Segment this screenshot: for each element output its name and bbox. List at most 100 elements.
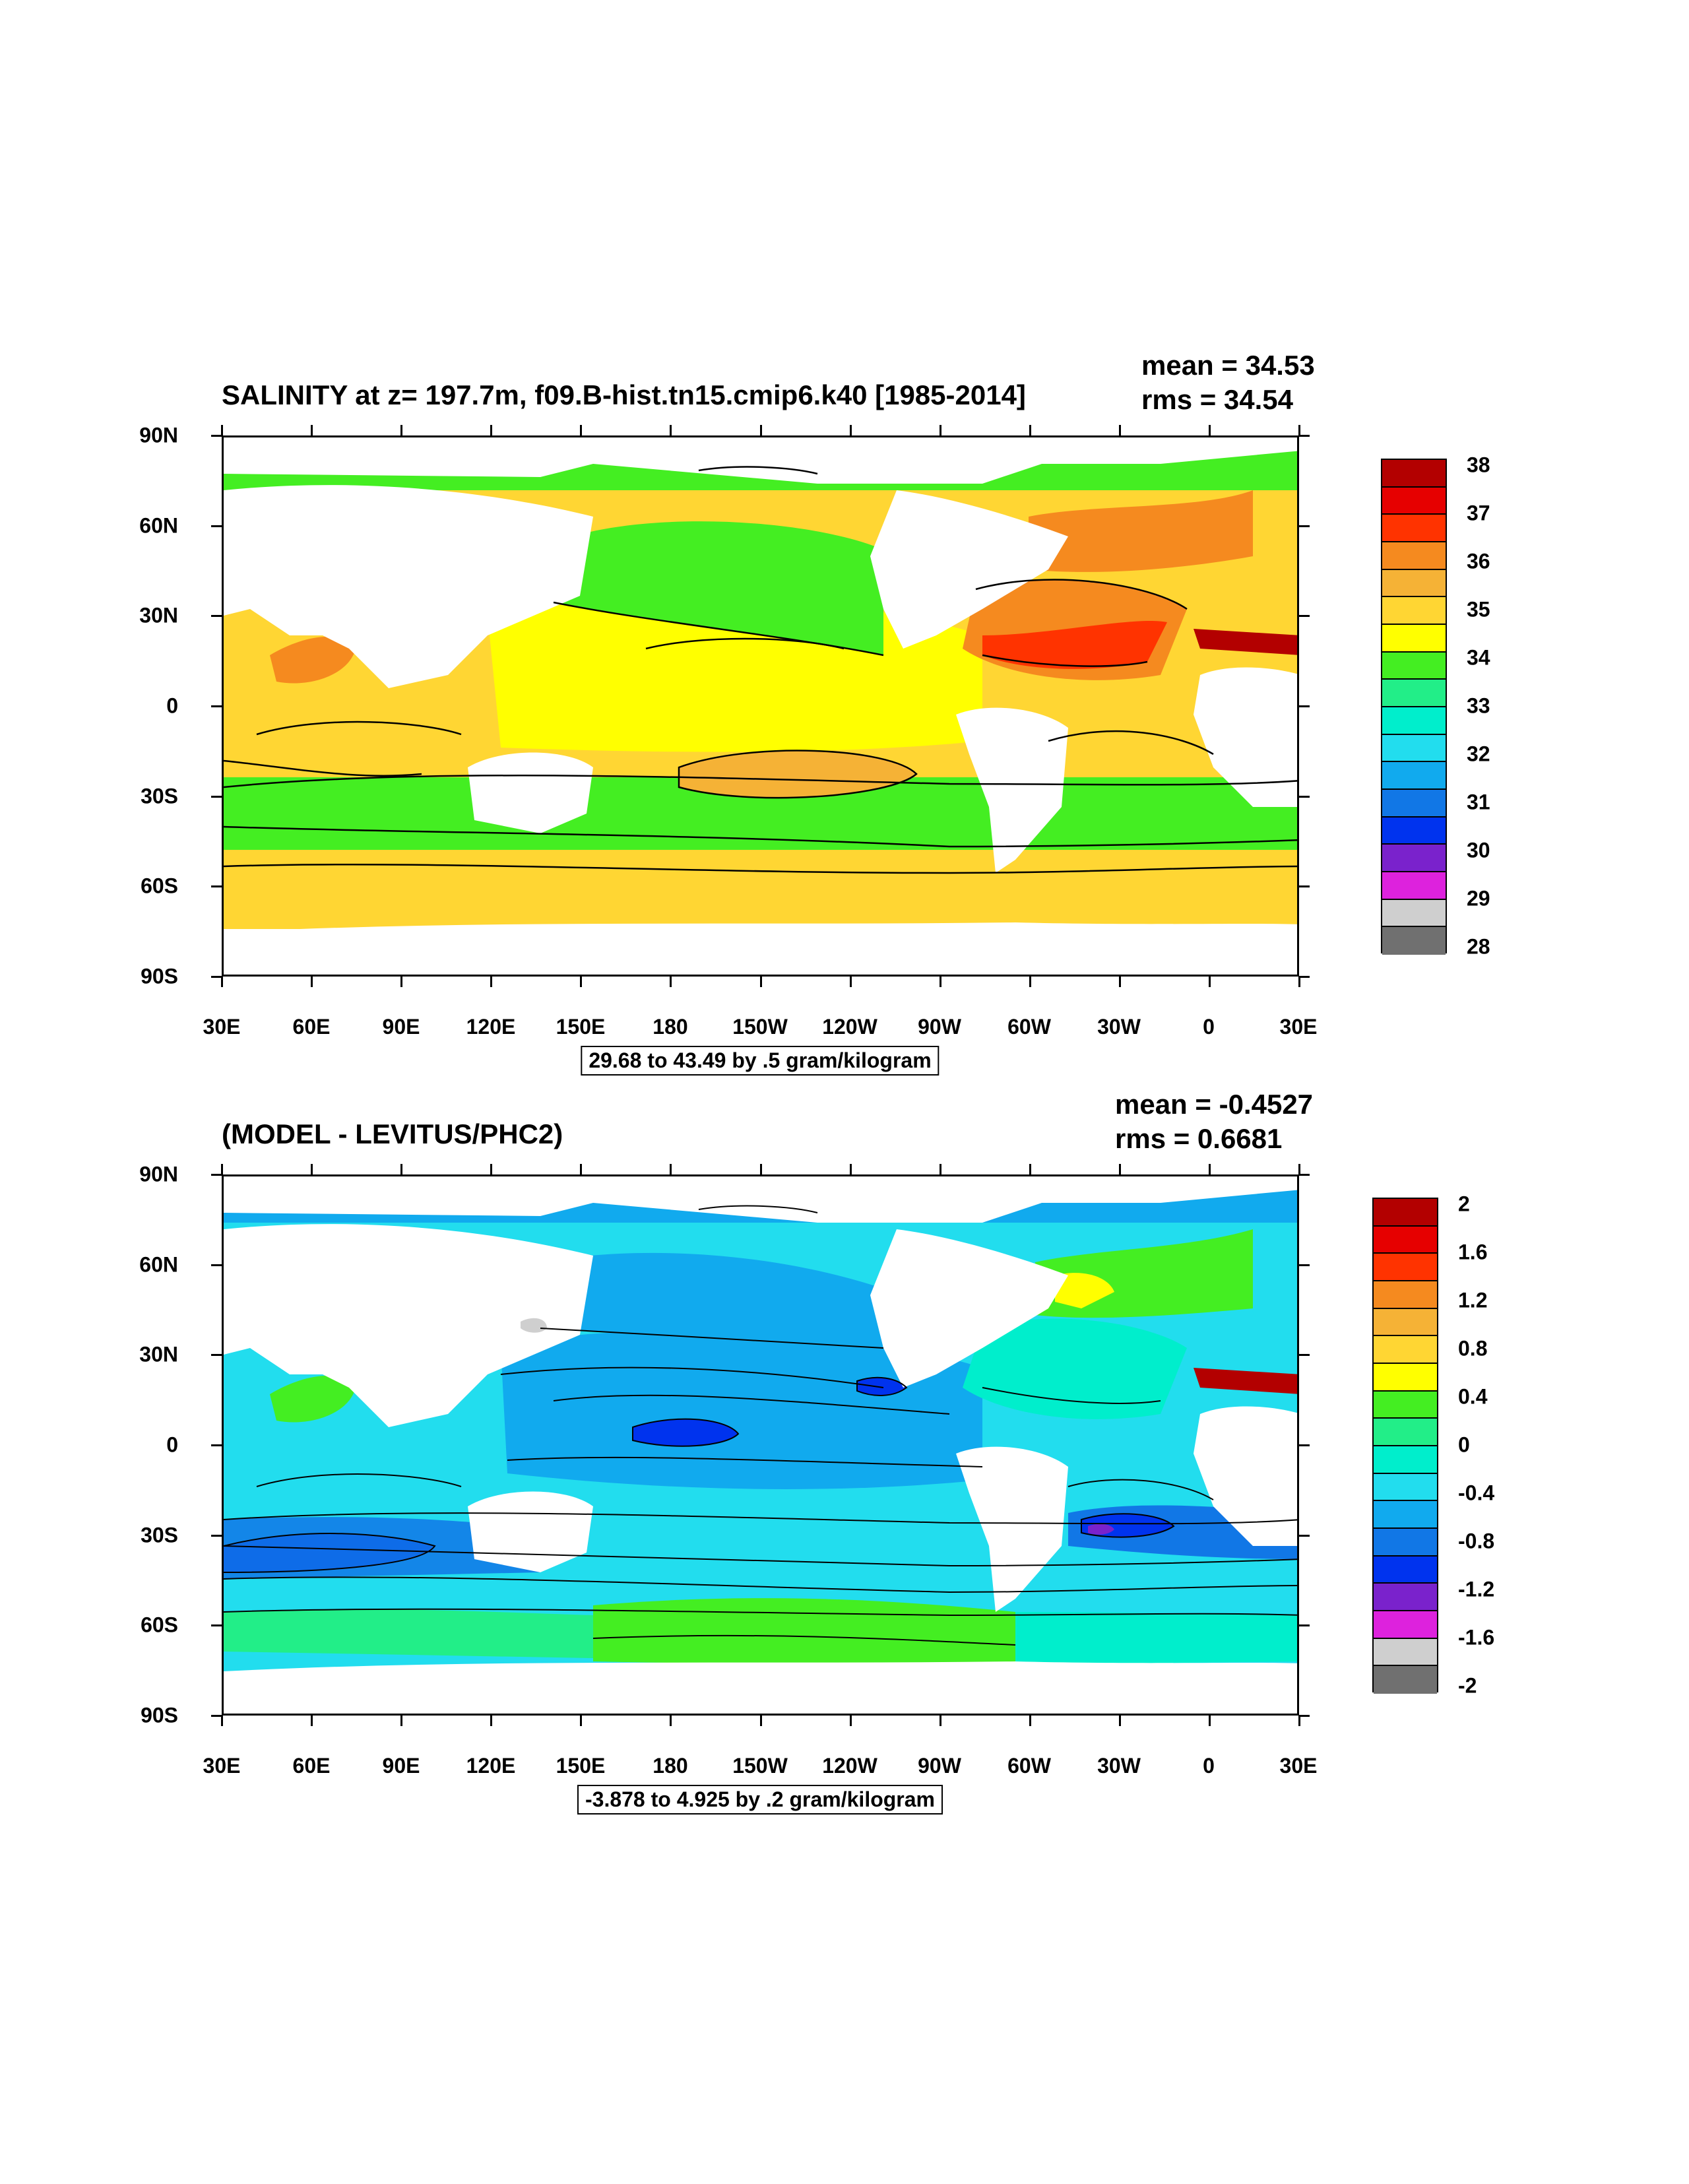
colorbar-swatch	[1374, 1363, 1437, 1392]
colorbar-swatch	[1374, 1584, 1437, 1611]
axis-tick	[311, 1164, 313, 1174]
lat-label-0: 0	[166, 693, 178, 718]
colorbar-label: 0.8	[1458, 1336, 1488, 1361]
axis-tick	[849, 1164, 852, 1174]
axis-tick	[1299, 525, 1310, 527]
colorbar-swatch	[1374, 1308, 1437, 1337]
axis-tick	[221, 977, 223, 987]
difference-panel: (MODEL - LEVITUS/PHC2) mean = -0.4527 rm…	[0, 1082, 1689, 1821]
lon-label: 150W	[732, 1754, 788, 1778]
lon-label: 120E	[466, 1015, 516, 1039]
lat-label-30s: 30S	[141, 784, 178, 808]
axis-tick	[221, 425, 223, 435]
panel-title: (MODEL - LEVITUS/PHC2)	[222, 1118, 563, 1149]
difference-map	[222, 1174, 1299, 1716]
axis-tick	[1118, 977, 1121, 987]
axis-tick	[580, 977, 583, 987]
colorbar-label: 30	[1467, 838, 1490, 862]
colorbar-swatch	[1374, 1199, 1437, 1227]
axis-tick	[1208, 1716, 1211, 1726]
colorbar-swatch	[1374, 1254, 1437, 1281]
axis-tick	[211, 1444, 222, 1446]
colorbar-swatch	[1374, 1226, 1437, 1254]
axis-tick	[1299, 885, 1310, 888]
axis-tick	[1299, 1354, 1310, 1357]
axis-tick	[1299, 1174, 1310, 1176]
lon-label: 30E	[1279, 1754, 1318, 1778]
axis-tick	[211, 1264, 222, 1266]
lon-label: 90E	[382, 1754, 420, 1778]
axis-tick	[939, 425, 941, 435]
lon-label: 30W	[1097, 1015, 1141, 1039]
axis-tick	[1029, 1716, 1031, 1726]
lon-label: 90W	[918, 1015, 961, 1039]
axis-tick	[211, 795, 222, 798]
colorbar-label: 34	[1467, 645, 1490, 670]
colorbar-swatch	[1374, 1391, 1437, 1419]
lon-label: 60E	[292, 1015, 331, 1039]
axis-tick	[1029, 1164, 1031, 1174]
lon-label: 60W	[1007, 1754, 1051, 1778]
lon-label: 30E	[1279, 1015, 1318, 1039]
axis-tick	[1299, 795, 1310, 798]
axis-tick	[490, 977, 493, 987]
lon-label: 30E	[203, 1015, 241, 1039]
axis-tick	[211, 1354, 222, 1357]
axis-tick	[1118, 1164, 1121, 1174]
colorbar-label: 0.4	[1458, 1384, 1488, 1409]
axis-tick	[311, 1716, 313, 1726]
colorbar-label: 1.6	[1458, 1240, 1488, 1264]
axis-tick	[759, 425, 762, 435]
axis-tick	[1118, 1716, 1121, 1726]
salinity-map-field	[224, 437, 1297, 975]
axis-tick	[1299, 1264, 1310, 1266]
colorbar-label: 33	[1467, 693, 1490, 718]
colorbar-label: 2	[1458, 1192, 1470, 1216]
axis-tick	[211, 1534, 222, 1537]
axis-tick	[939, 977, 941, 987]
lat-label-60s: 60S	[141, 874, 178, 898]
colorbar-swatch	[1382, 597, 1446, 625]
axis-tick	[1299, 976, 1310, 978]
axis-tick	[670, 1164, 672, 1174]
lon-label: 120W	[822, 1754, 877, 1778]
colorbar-swatch	[1382, 515, 1446, 542]
colorbar-swatch	[1382, 734, 1446, 763]
axis-tick	[1208, 1164, 1211, 1174]
axis-tick	[759, 977, 762, 987]
axis-tick	[211, 1174, 222, 1176]
lon-label: 0	[1203, 1015, 1215, 1039]
lon-label: 120W	[822, 1015, 877, 1039]
axis-tick	[670, 977, 672, 987]
lon-label: 0	[1203, 1754, 1215, 1778]
colorbar-label: -0.8	[1458, 1529, 1495, 1553]
axis-tick	[221, 1716, 223, 1726]
colorbar-label: 32	[1467, 742, 1490, 766]
axis-tick	[400, 977, 403, 987]
colorbar-label: 37	[1467, 501, 1490, 525]
colorbar-label: 38	[1467, 453, 1490, 477]
contour-info-box: -3.878 to 4.925 by .2 gram/kilogram	[577, 1785, 943, 1815]
axis-tick	[211, 976, 222, 978]
mean-value: mean = 34.53	[1141, 350, 1315, 381]
colorbar-swatch	[1374, 1473, 1437, 1502]
colorbar-swatch	[1374, 1611, 1437, 1639]
contour-info-box: 29.68 to 43.49 by .5 gram/kilogram	[581, 1046, 940, 1076]
axis-tick	[1299, 705, 1310, 707]
colorbar-swatch	[1382, 460, 1446, 488]
axis-tick	[1299, 1534, 1310, 1537]
difference-map-field	[224, 1176, 1297, 1714]
axis-tick	[1298, 977, 1300, 987]
lon-label: 60E	[292, 1754, 331, 1778]
lat-label-60n: 60N	[139, 513, 178, 538]
axis-tick	[849, 977, 852, 987]
panel-title: SALINITY at z= 197.7m, f09.B-hist.tn15.c…	[222, 379, 1026, 410]
lon-label: 60W	[1007, 1015, 1051, 1039]
colorbar-swatch	[1382, 624, 1446, 653]
axis-tick	[939, 1716, 941, 1726]
colorbar-swatch	[1382, 652, 1446, 680]
colorbar-swatch	[1382, 817, 1446, 845]
axis-tick	[211, 1624, 222, 1627]
colorbar-label: -1.2	[1458, 1577, 1495, 1601]
axis-tick	[849, 1716, 852, 1726]
